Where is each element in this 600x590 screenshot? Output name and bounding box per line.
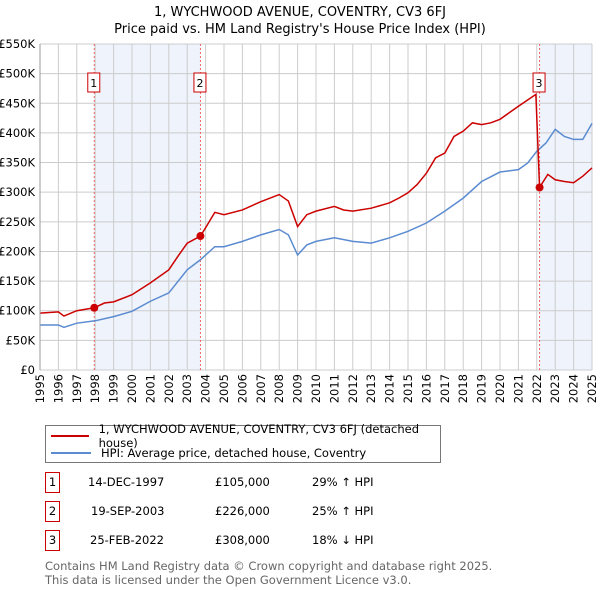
footer: Contains HM Land Registry data © Crown c… xyxy=(45,559,492,587)
y-tick-label: £500K xyxy=(0,67,35,81)
x-tick-label: 2007 xyxy=(254,374,268,403)
y-tick-label: £400K xyxy=(0,126,35,140)
x-tick-label: 1999 xyxy=(107,374,121,403)
x-tick-label: 2017 xyxy=(438,374,452,403)
transaction-row: 2 19-SEP-2003 £226,000 25% ↑ HPI xyxy=(45,501,465,522)
x-tick-label: 2004 xyxy=(199,374,213,403)
y-tick-label: £550K xyxy=(0,37,35,51)
sale-label: 3 xyxy=(536,77,543,90)
x-tick-label: 2003 xyxy=(180,374,194,403)
chart-title: 1, WYCHWOOD AVENUE, COVENTRY, CV3 6FJ Pri… xyxy=(0,4,600,38)
sale-hpi-diff: 18% ↓ HPI xyxy=(312,533,374,547)
sale-badge: 2 xyxy=(45,501,60,522)
transaction-row: 1 14-DEC-1997 £105,000 29% ↑ HPI xyxy=(45,472,465,493)
y-tick-label: £250K xyxy=(0,215,35,229)
sale-label-box xyxy=(193,72,207,93)
sale-label: 2 xyxy=(196,77,203,90)
x-tick-label: 2014 xyxy=(383,374,397,403)
x-tick-label: 1997 xyxy=(70,374,84,403)
y-tick-label: £0 xyxy=(20,363,35,377)
sale-label-box xyxy=(87,72,101,93)
shaded-period xyxy=(94,44,201,370)
x-tick-label: 1996 xyxy=(51,374,65,403)
x-tick-label: 2015 xyxy=(401,374,415,403)
y-tick-label: £50K xyxy=(6,333,36,347)
sale-date: 19-SEP-2003 xyxy=(91,504,165,518)
price-chart: 1995 1996 1997 1998 1999 2000 2001 2002 2003 2004… xyxy=(0,37,599,403)
sale-point xyxy=(90,303,99,312)
x-tick-label: 2005 xyxy=(217,374,231,403)
x-tick-label: 2009 xyxy=(291,374,305,403)
y-tick-label: £200K xyxy=(0,244,35,258)
footer-licence: This data is licensed under the Open Gov… xyxy=(45,573,412,587)
x-tick-label: 2021 xyxy=(511,374,525,403)
y-tick-label: £300K xyxy=(0,185,35,199)
legend-label: 1, WYCHWOOD AVENUE, COVENTRY, CV3 6FJ (d… xyxy=(98,422,419,450)
sale-price: £226,000 xyxy=(215,504,270,518)
sale-date: 25-FEB-2022 xyxy=(90,533,164,547)
x-tick-label: 2022 xyxy=(530,374,544,403)
x-tick-label: 1995 xyxy=(33,374,47,403)
property-series-line xyxy=(39,93,593,317)
shaded-period xyxy=(539,44,592,370)
x-tick-label: 2013 xyxy=(364,374,378,403)
footer-copyright: Contains HM Land Registry data © Crown c… xyxy=(45,559,493,573)
x-tick-label: 2001 xyxy=(143,374,157,403)
subtitle: Price paid vs. HM Land Registry's House … xyxy=(114,22,486,37)
y-tick-label: £150K xyxy=(0,274,35,288)
legend-item-property: 1, WYCHWOOD AVENUE, COVENTRY, CV3 6FJ (d… xyxy=(51,422,440,450)
x-tick-label: 2024 xyxy=(567,374,581,403)
legend-swatch xyxy=(51,452,91,454)
legend-swatch xyxy=(51,435,89,437)
legend-item-hpi: HPI: Average price, detached house, Cove… xyxy=(51,445,366,461)
sale-hpi-diff: 29% ↑ HPI xyxy=(312,475,374,489)
y-tick-label: £100K xyxy=(0,304,35,318)
title: 1, WYCHWOOD AVENUE, COVENTRY, CV3 6FJ xyxy=(153,5,447,20)
sale-price: £105,000 xyxy=(215,475,270,489)
x-tick-label: 2006 xyxy=(235,374,249,403)
hpi-series-line xyxy=(40,123,593,329)
x-tick-label: 2012 xyxy=(346,374,360,403)
x-tick-label: 2002 xyxy=(162,374,176,403)
x-tick-label: 2023 xyxy=(548,374,562,403)
x-tick-label: 2010 xyxy=(309,374,323,403)
sale-price: £308,000 xyxy=(215,533,270,547)
y-tick-label: £450K xyxy=(0,96,35,110)
x-tick-label: 2016 xyxy=(419,374,433,403)
sale-badge: 3 xyxy=(45,530,60,551)
legend-label: HPI: Average price, detached house, Cove… xyxy=(101,446,367,460)
sale-badge: 1 xyxy=(45,472,60,493)
x-tick-label: 2018 xyxy=(456,374,470,403)
sale-label-box xyxy=(532,72,546,93)
transaction-row: 3 25-FEB-2022 £308,000 18% ↓ HPI xyxy=(45,530,465,551)
sale-date: 14-DEC-1997 xyxy=(88,475,165,489)
x-tick-label: 2020 xyxy=(493,374,507,403)
sale-point xyxy=(196,232,205,241)
x-tick-label: 2019 xyxy=(475,374,489,403)
x-tick-label: 1998 xyxy=(88,374,102,403)
x-tick-label: 2011 xyxy=(327,374,341,403)
legend: 1, WYCHWOOD AVENUE, COVENTRY, CV3 6FJ (d… xyxy=(45,422,441,463)
sale-label: 1 xyxy=(90,77,97,90)
sale-point xyxy=(535,183,544,192)
y-tick-label: £350K xyxy=(0,156,35,170)
sale-hpi-diff: 25% ↑ HPI xyxy=(312,504,374,518)
x-tick-label: 2000 xyxy=(125,374,139,403)
x-tick-label: 2025 xyxy=(585,374,599,403)
x-tick-label: 2008 xyxy=(272,374,286,403)
